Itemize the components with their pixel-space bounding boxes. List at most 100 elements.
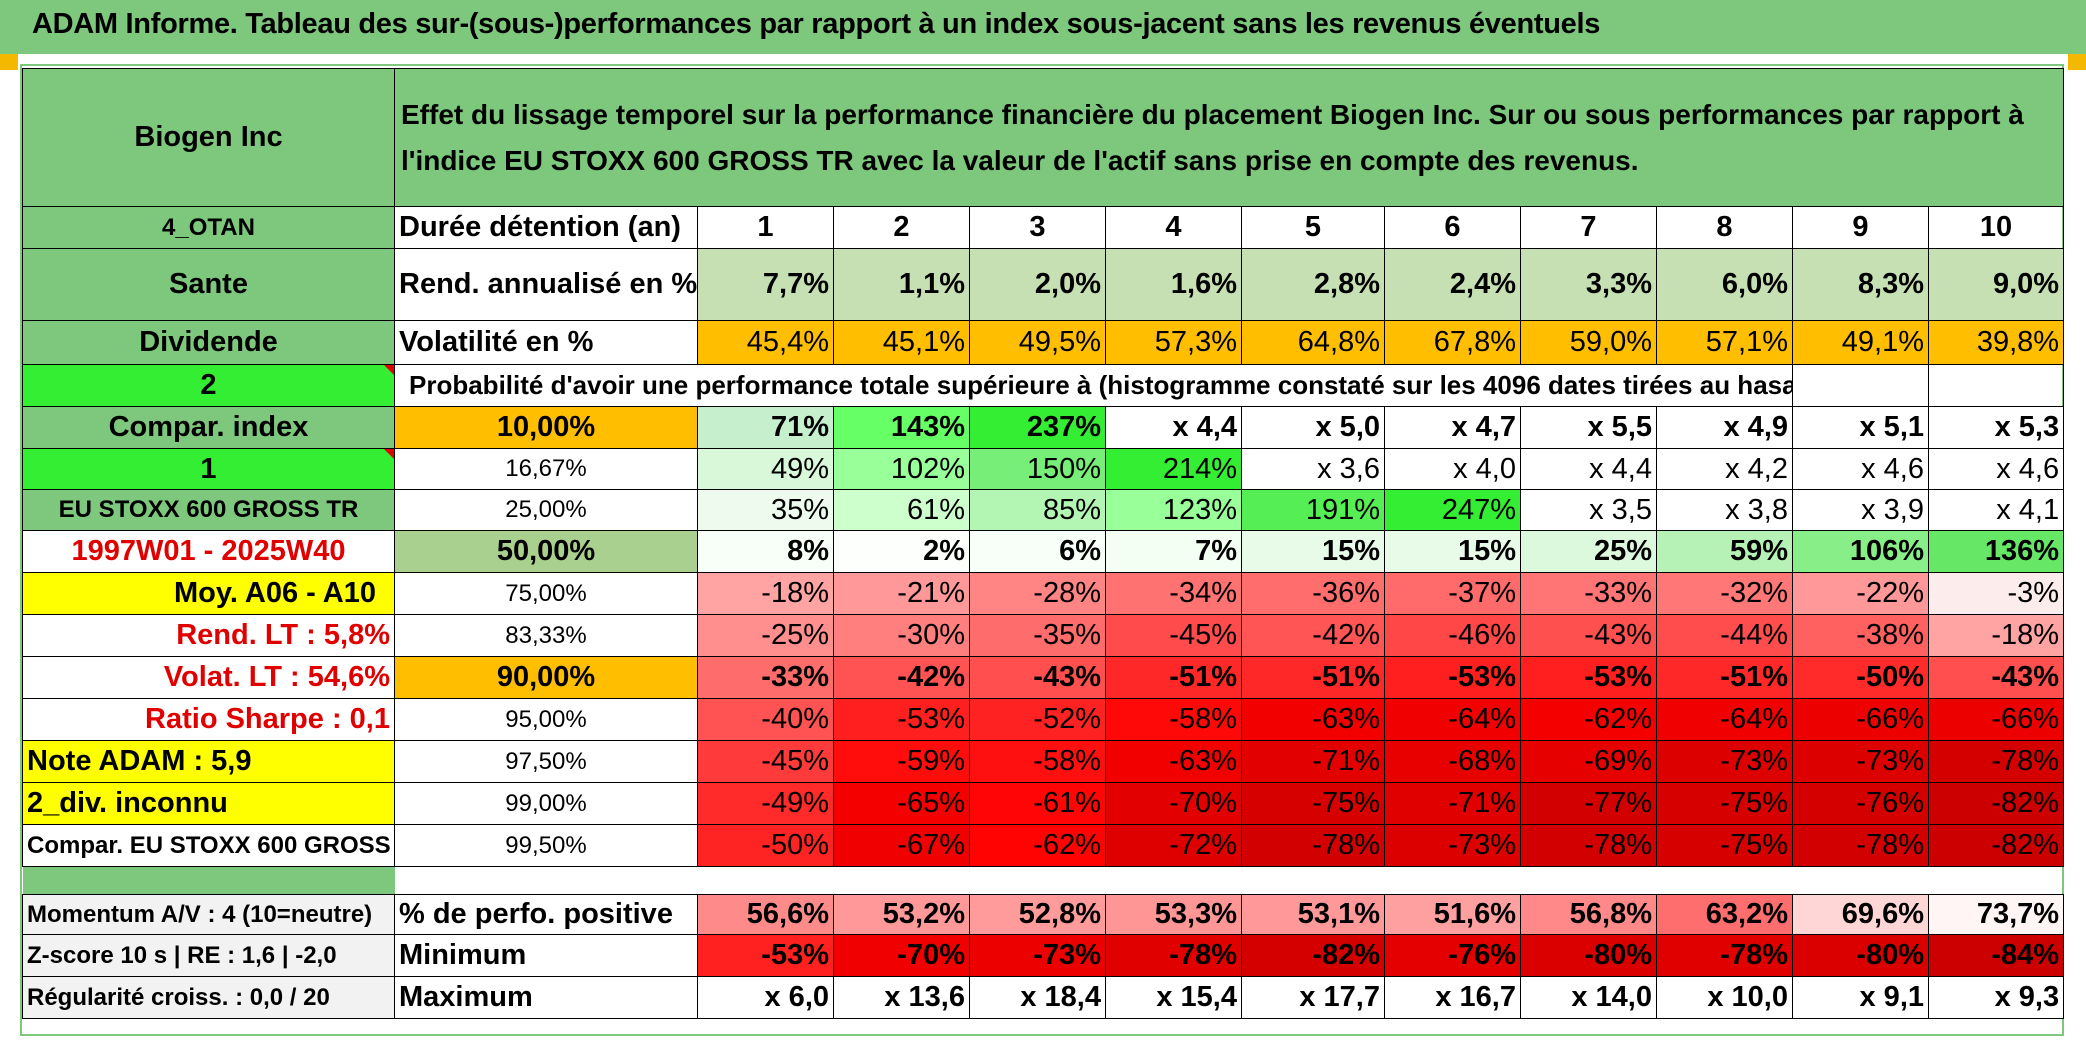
min-value: -78% (1105, 934, 1242, 977)
level2-badge: 1 (22, 448, 395, 490)
min-value: -84% (1927, 934, 2065, 977)
max-label: Maximum (394, 976, 698, 1019)
duree-label: Durée détention (an) (394, 206, 698, 249)
volat-label: Volatilité en % (394, 320, 698, 365)
perf-cell: -52% (969, 698, 1106, 741)
report-banner: ADAM Informe. Tableau des sur-(sous-)per… (0, 0, 2086, 54)
perf-cell: -67% (833, 824, 970, 867)
perf-cell: -82% (1927, 824, 2065, 867)
table-description: Effet du lissage temporel sur la perform… (393, 68, 2065, 207)
perf-cell: 61% (833, 489, 970, 531)
perf-cell: -33% (697, 656, 834, 699)
perf-cell: -73% (1384, 824, 1521, 867)
perf-cell: 6% (969, 530, 1106, 573)
perf-cell: -78% (1241, 824, 1385, 867)
empty-cell (1927, 364, 2065, 407)
min-value: -80% (1520, 934, 1657, 977)
pos-value: 73,7% (1927, 894, 2065, 935)
perf-cell: -18% (1927, 614, 2065, 657)
corner-marker (2068, 54, 2086, 70)
max-value: x 9,1 (1792, 976, 1929, 1019)
perf-cell: -35% (969, 614, 1106, 657)
perf-cell: -3% (1927, 572, 2065, 615)
volat-lt-label: Volat. LT : 54,6% (22, 656, 395, 699)
perf-cell: -75% (1656, 824, 1793, 867)
perf-cell: 49% (697, 448, 834, 490)
perf-cell: -37% (1384, 572, 1521, 615)
group-label: 4_OTAN (22, 206, 395, 249)
year-header-6: 6 (1384, 206, 1521, 249)
report-title: ADAM Informe. Tableau des sur-(sous-)per… (32, 8, 1601, 40)
perf-cell: 102% (833, 448, 970, 490)
perf-cell: 191% (1241, 489, 1385, 531)
rend-value: 7,7% (697, 248, 834, 321)
max-value: x 9,3 (1927, 976, 2065, 1019)
pos-value: 53,3% (1105, 894, 1242, 935)
perf-cell: -42% (1241, 614, 1385, 657)
volat-value: 45,4% (697, 320, 834, 365)
pos-value: 53,2% (833, 894, 970, 935)
perf-cell: -69% (1520, 740, 1657, 783)
perf-cell: -70% (1105, 782, 1242, 825)
perf-cell: 25% (1520, 530, 1657, 573)
regularite-label: Régularité croiss. : 0,0 / 20 (22, 976, 395, 1019)
rend-value: 2,0% (969, 248, 1106, 321)
year-header-9: 9 (1792, 206, 1929, 249)
volat-value: 57,3% (1105, 320, 1242, 365)
perf-cell: -53% (833, 698, 970, 741)
period-label: 1997W01 - 2025W40 (22, 530, 395, 573)
percentile-label: 97,50% (394, 740, 698, 783)
income-label: Dividende (22, 320, 395, 365)
perf-cell: -43% (969, 656, 1106, 699)
perf-cell: 143% (833, 406, 970, 449)
min-value: -76% (1384, 934, 1521, 977)
max-value: x 18,4 (969, 976, 1106, 1019)
perf-cell: -64% (1656, 698, 1793, 741)
spacer (395, 867, 2064, 895)
company-name: Biogen Inc (22, 68, 395, 207)
perf-cell: -58% (1105, 698, 1242, 741)
empty-cell (1792, 364, 1929, 407)
perf-cell: -75% (1241, 782, 1385, 825)
percentile-label: 99,00% (394, 782, 698, 825)
rend-value: 1,1% (833, 248, 970, 321)
perf-cell: x 5,3 (1927, 406, 2065, 449)
perf-cell: x 5,1 (1792, 406, 1929, 449)
min-value: -80% (1792, 934, 1929, 977)
perf-cell: -78% (1520, 824, 1657, 867)
max-value: x 15,4 (1105, 976, 1242, 1019)
year-header-3: 3 (969, 206, 1106, 249)
rend-value: 3,3% (1520, 248, 1657, 321)
moy-label: Moy. A06 - A10 (22, 572, 395, 615)
perf-cell: -65% (833, 782, 970, 825)
max-value: x 14,0 (1520, 976, 1657, 1019)
year-header-2: 2 (833, 206, 970, 249)
rend-value: 6,0% (1656, 248, 1793, 321)
perf-cell: -71% (1241, 740, 1385, 783)
perf-cell: -44% (1656, 614, 1793, 657)
perf-cell: -49% (697, 782, 834, 825)
perf-cell: -62% (969, 824, 1106, 867)
perf-cell: 136% (1927, 530, 2065, 573)
perf-cell: -43% (1520, 614, 1657, 657)
max-value: x 16,7 (1384, 976, 1521, 1019)
perf-cell: -75% (1656, 782, 1793, 825)
rend-value: 9,0% (1927, 248, 2065, 321)
perf-cell: -66% (1792, 698, 1929, 741)
sharpe-label: Ratio Sharpe : 0,1 (22, 698, 395, 741)
pos-value: 69,6% (1792, 894, 1929, 935)
perf-cell: -40% (697, 698, 834, 741)
year-header-1: 1 (697, 206, 834, 249)
volat-value: 59,0% (1520, 320, 1657, 365)
pos-value: 63,2% (1656, 894, 1793, 935)
year-header-10: 10 (1927, 206, 2065, 249)
perf-cell: x 4,4 (1520, 448, 1657, 490)
perf-cell: x 3,8 (1656, 489, 1793, 531)
perf-cell: x 4,6 (1927, 448, 2065, 490)
perf-cell: -64% (1384, 698, 1521, 741)
perf-cell: x 4,1 (1927, 489, 2065, 531)
perf-cell: -62% (1520, 698, 1657, 741)
min-label: Minimum (394, 934, 698, 977)
volat-value: 57,1% (1656, 320, 1793, 365)
perf-cell: -34% (1105, 572, 1242, 615)
